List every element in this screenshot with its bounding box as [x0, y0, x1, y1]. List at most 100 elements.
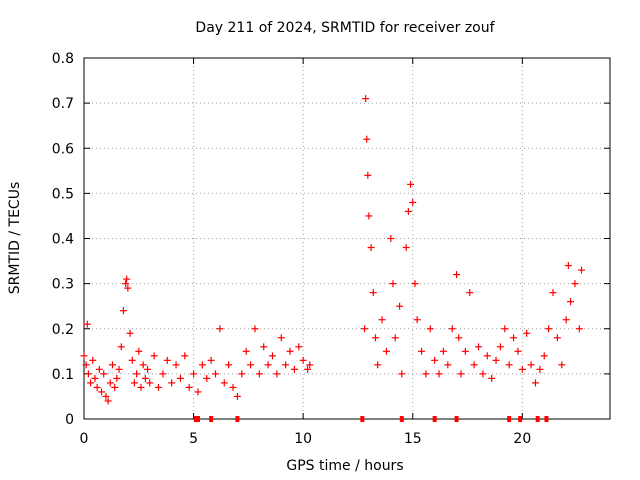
data-point — [402, 244, 410, 252]
data-point — [113, 374, 121, 382]
data-point — [212, 370, 219, 378]
data-point — [439, 347, 447, 355]
data-point — [411, 280, 419, 288]
data-point — [453, 271, 461, 279]
data-point — [137, 383, 145, 391]
data-point — [470, 361, 478, 369]
data-point — [505, 361, 513, 369]
data-point — [523, 329, 531, 337]
data-point — [571, 280, 579, 288]
data-point — [102, 392, 110, 400]
y-tick-label: 0.8 — [52, 51, 74, 67]
x-tick-label: 20 — [513, 431, 531, 447]
data-points — [80, 95, 586, 405]
data-point — [163, 356, 171, 364]
data-point — [409, 198, 417, 206]
data-point — [111, 383, 119, 391]
data-point — [133, 370, 141, 378]
data-point — [536, 365, 544, 373]
data-point — [575, 325, 583, 333]
data-point — [549, 289, 557, 297]
data-point — [91, 374, 99, 382]
data-point — [431, 356, 439, 364]
x-axis-markers — [193, 416, 549, 422]
data-point — [367, 244, 375, 252]
data-point — [418, 347, 426, 355]
data-point — [168, 379, 176, 387]
data-point — [119, 307, 127, 315]
data-point — [176, 374, 184, 382]
x-tick-label: 0 — [80, 431, 89, 447]
data-point — [369, 289, 377, 297]
data-point — [247, 361, 255, 369]
data-point — [282, 361, 290, 369]
data-point — [398, 370, 406, 378]
data-point — [426, 325, 434, 333]
y-tick-label: 0.2 — [52, 322, 74, 338]
data-point — [444, 361, 452, 369]
data-point — [545, 325, 553, 333]
data-point — [122, 280, 130, 288]
data-point — [378, 316, 386, 324]
data-point — [251, 325, 259, 333]
data-point — [496, 343, 504, 351]
data-point — [117, 343, 125, 351]
data-point — [141, 374, 149, 382]
y-tick-label: 0.1 — [52, 367, 74, 383]
data-point — [159, 370, 167, 378]
data-point — [564, 262, 572, 270]
data-point — [233, 392, 241, 400]
data-point — [130, 379, 138, 387]
data-point — [124, 284, 132, 292]
data-point — [501, 325, 509, 333]
data-point — [144, 365, 152, 373]
data-point — [488, 374, 496, 382]
data-point — [365, 212, 373, 220]
data-point — [448, 325, 456, 333]
data-point — [106, 379, 114, 387]
data-point — [216, 325, 224, 333]
data-point — [391, 334, 399, 342]
data-point — [100, 370, 108, 378]
y-tick-label: 0.5 — [52, 186, 74, 202]
data-point — [264, 361, 272, 369]
x-axis-marker — [193, 416, 198, 422]
data-point — [277, 334, 285, 342]
data-point — [389, 280, 397, 288]
data-point — [374, 361, 382, 369]
y-tick-label: 0.3 — [52, 277, 74, 293]
data-point — [87, 379, 95, 387]
data-point — [181, 352, 189, 360]
data-point — [273, 370, 281, 378]
data-point — [553, 334, 561, 342]
data-point — [268, 352, 276, 360]
data-point — [306, 361, 314, 369]
y-tick-label: 0.6 — [52, 141, 74, 157]
data-point — [382, 347, 390, 355]
data-point — [194, 388, 202, 396]
chart-title: Day 211 of 2024, SRMTID for receiver zou… — [195, 20, 495, 36]
data-point — [84, 370, 92, 378]
data-point — [115, 365, 123, 373]
data-point — [371, 334, 379, 342]
x-tick-label: 10 — [294, 431, 312, 447]
data-point — [95, 365, 103, 373]
data-point — [404, 207, 412, 215]
data-point — [304, 365, 312, 373]
data-point — [413, 316, 421, 324]
data-point — [466, 289, 474, 297]
data-point — [567, 298, 575, 306]
data-point — [483, 352, 491, 360]
data-point — [83, 320, 91, 328]
data-point — [104, 397, 112, 405]
data-point — [155, 383, 163, 391]
data-point — [126, 329, 134, 337]
data-point — [562, 316, 570, 324]
data-point — [220, 379, 228, 387]
data-point — [203, 374, 211, 382]
x-axis-marker — [399, 416, 404, 422]
x-axis-marker — [535, 416, 540, 422]
data-point — [435, 370, 443, 378]
data-point — [364, 171, 372, 179]
